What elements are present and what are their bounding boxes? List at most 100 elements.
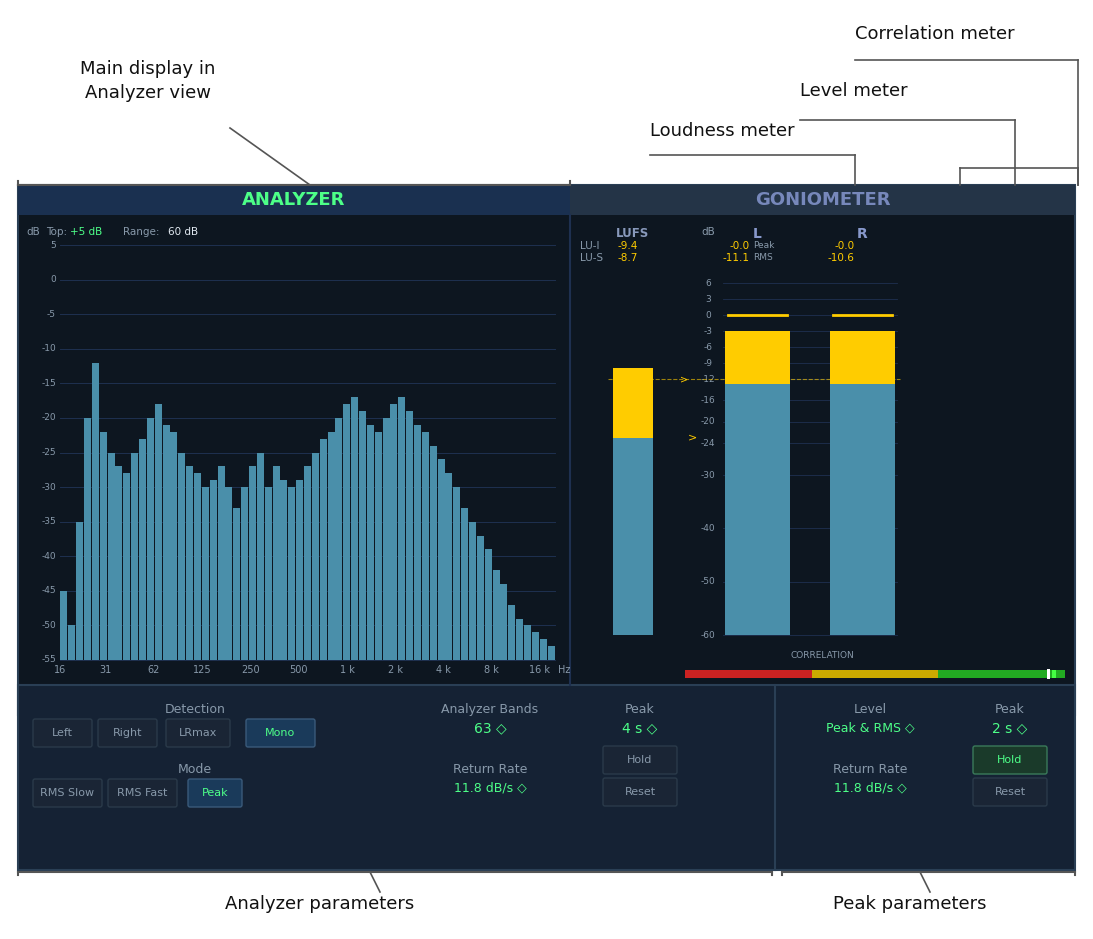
Text: Top:: Top: (46, 227, 67, 237)
Bar (725, 384, 790, 635)
Text: -8.7: -8.7 (618, 253, 638, 263)
Bar (446, 473, 453, 660)
Bar (131, 453, 138, 660)
Bar (225, 487, 233, 660)
Text: 3: 3 (705, 295, 710, 303)
Text: -55: -55 (42, 655, 56, 665)
Text: 1 k: 1 k (340, 665, 354, 675)
Text: dB: dB (701, 227, 715, 237)
Bar (812, 670, 938, 678)
Bar (1051, 670, 1056, 678)
Text: 11.8 dB/s ◇: 11.8 dB/s ◇ (834, 781, 906, 794)
Bar (477, 535, 484, 660)
Text: -30: -30 (701, 470, 716, 480)
Text: Loudness meter: Loudness meter (650, 122, 795, 140)
Text: 250: 250 (242, 665, 260, 675)
FancyBboxPatch shape (166, 719, 230, 747)
Bar (139, 439, 146, 660)
Text: Hold: Hold (997, 755, 1023, 765)
Bar (830, 384, 895, 635)
FancyBboxPatch shape (98, 719, 157, 747)
Text: 5: 5 (50, 240, 56, 250)
Bar (830, 331, 895, 384)
Bar (242, 487, 248, 660)
Text: GONIOMETER: GONIOMETER (755, 191, 891, 209)
FancyBboxPatch shape (246, 719, 315, 747)
Bar (612, 368, 653, 438)
Text: 2 k: 2 k (388, 665, 402, 675)
Text: Main display in
Analyzer view: Main display in Analyzer view (80, 60, 215, 101)
Bar (186, 467, 193, 660)
Text: >: > (687, 433, 697, 442)
Bar (532, 632, 539, 660)
Bar (540, 639, 546, 660)
Bar (304, 467, 310, 660)
FancyBboxPatch shape (33, 719, 92, 747)
Bar (17, 185, 1076, 715)
Text: RMS: RMS (753, 253, 773, 262)
Bar (367, 424, 374, 660)
Bar (155, 404, 162, 660)
Bar (501, 584, 507, 660)
Bar (124, 473, 130, 660)
Text: -35: -35 (42, 517, 56, 526)
Text: -6: -6 (704, 343, 713, 351)
Bar (171, 432, 177, 660)
Bar (485, 549, 492, 660)
Text: Mode: Mode (178, 763, 212, 776)
Text: -60: -60 (701, 630, 716, 639)
Bar (289, 487, 295, 660)
Bar (469, 522, 475, 660)
Text: Reset: Reset (624, 787, 656, 797)
Bar (398, 397, 406, 660)
Text: -10.6: -10.6 (827, 253, 855, 263)
Bar (430, 446, 437, 660)
Text: +5 dB: +5 dB (70, 227, 103, 237)
Text: 63 ◇: 63 ◇ (473, 721, 506, 735)
Text: LUFS: LUFS (615, 227, 649, 240)
Bar (281, 480, 287, 660)
Text: -11.1: -11.1 (722, 253, 750, 263)
Text: LU-S: LU-S (580, 253, 603, 263)
Text: 4 s ◇: 4 s ◇ (622, 721, 658, 735)
Text: Peak: Peak (995, 703, 1025, 716)
Bar (210, 480, 216, 660)
Bar (272, 467, 280, 660)
Text: -5: -5 (47, 310, 56, 318)
Bar (296, 480, 303, 660)
Text: LU-I: LU-I (580, 241, 599, 251)
Bar (107, 453, 115, 660)
Text: 500: 500 (290, 665, 308, 675)
Text: 8 k: 8 k (484, 665, 498, 675)
Bar (328, 432, 334, 660)
Bar (257, 453, 263, 660)
Bar (407, 411, 413, 660)
Text: Range:: Range: (124, 227, 160, 237)
Bar (146, 418, 154, 660)
Text: -25: -25 (42, 448, 56, 457)
Bar (437, 459, 445, 660)
Text: -0.0: -0.0 (729, 241, 750, 251)
Bar (685, 670, 812, 678)
Bar (383, 418, 389, 660)
Text: 2 s ◇: 2 s ◇ (992, 721, 1027, 735)
Bar (351, 397, 359, 660)
Text: >: > (680, 374, 687, 384)
Text: R: R (857, 227, 868, 241)
Text: Peak: Peak (202, 788, 228, 798)
Text: 0: 0 (50, 275, 56, 285)
Bar (99, 432, 107, 660)
Text: LRmax: LRmax (179, 728, 218, 738)
Text: -20: -20 (42, 413, 56, 423)
Bar (178, 453, 185, 660)
Text: 60 dB: 60 dB (168, 227, 198, 237)
FancyBboxPatch shape (188, 779, 242, 807)
Text: -12: -12 (701, 375, 715, 383)
Bar (524, 625, 531, 660)
Bar (84, 418, 91, 660)
Text: -0.0: -0.0 (834, 241, 855, 251)
Text: -24: -24 (701, 439, 715, 448)
Bar (202, 487, 209, 660)
Bar (195, 473, 201, 660)
Bar (163, 424, 169, 660)
